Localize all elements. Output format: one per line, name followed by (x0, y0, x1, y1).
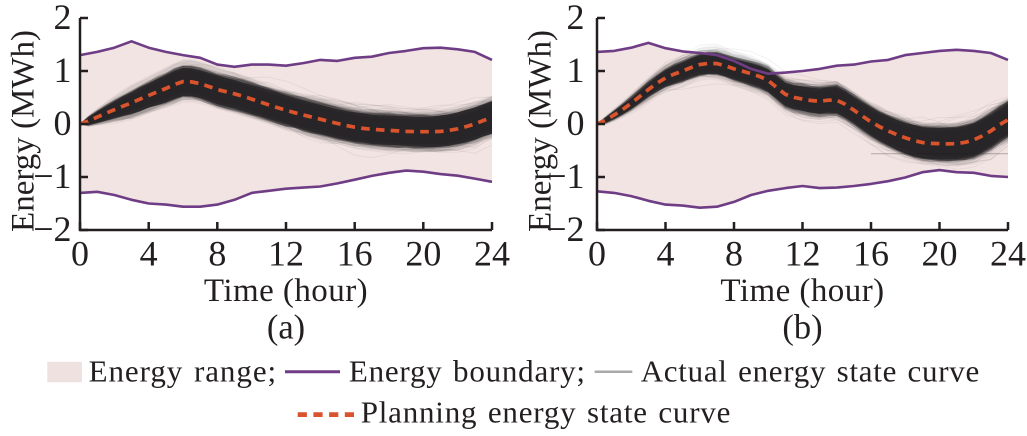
svg-text:24: 24 (474, 234, 510, 274)
svg-text:Energy (MWh): Energy (MWh) (523, 30, 559, 232)
svg-text:Energy boundary;: Energy boundary; (349, 354, 586, 389)
svg-text:−1: −1 (33, 156, 71, 196)
svg-text:0: 0 (588, 234, 606, 274)
svg-text:1: 1 (567, 50, 585, 90)
svg-text:24: 24 (990, 234, 1026, 274)
svg-text:Energy range;: Energy range; (89, 354, 278, 389)
svg-text:−2: −2 (33, 209, 71, 249)
svg-text:0: 0 (54, 103, 72, 143)
svg-text:20: 20 (405, 234, 441, 274)
svg-text:4: 4 (657, 234, 675, 274)
svg-text:(a): (a) (267, 309, 305, 347)
svg-text:20: 20 (922, 234, 958, 274)
svg-text:2: 2 (567, 0, 585, 37)
svg-text:2: 2 (54, 0, 72, 37)
svg-text:16: 16 (853, 234, 889, 274)
svg-text:−1: −1 (546, 156, 584, 196)
svg-text:Actual energy state curve: Actual energy state curve (641, 354, 980, 389)
svg-text:8: 8 (208, 234, 226, 274)
svg-text:0: 0 (71, 234, 89, 274)
svg-text:−2: −2 (546, 209, 584, 249)
svg-text:Energy (MWh): Energy (MWh) (6, 30, 42, 232)
svg-text:16: 16 (337, 234, 373, 274)
svg-text:12: 12 (268, 234, 304, 274)
svg-text:4: 4 (140, 234, 158, 274)
svg-text:Planning energy state curve: Planning energy state curve (361, 394, 732, 429)
svg-text:Time (hour): Time (hour) (204, 273, 368, 309)
svg-text:8: 8 (725, 234, 743, 274)
svg-text:1: 1 (54, 50, 72, 90)
svg-text:12: 12 (785, 234, 821, 274)
svg-text:Time (hour): Time (hour) (720, 273, 884, 309)
svg-text:(b): (b) (782, 309, 822, 347)
svg-text:0: 0 (567, 103, 585, 143)
